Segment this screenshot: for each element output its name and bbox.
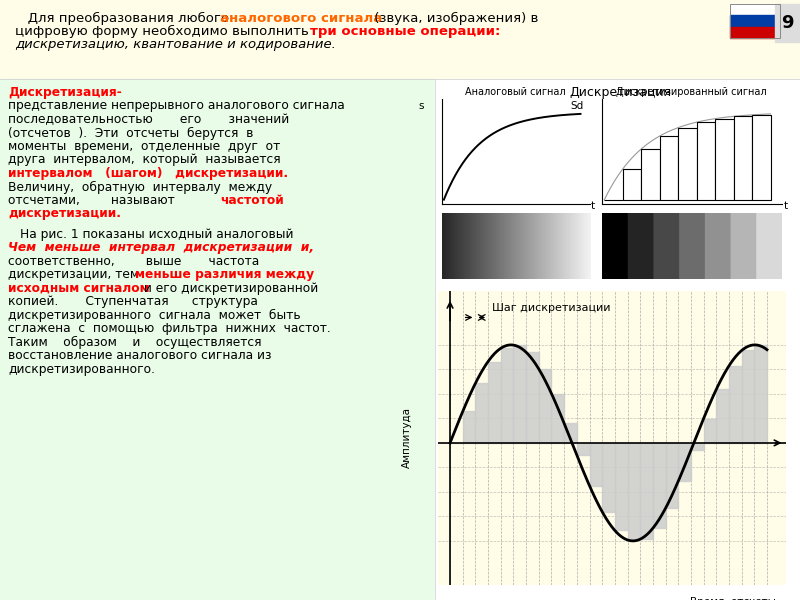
Bar xyxy=(730,16,780,26)
Bar xyxy=(462,412,475,443)
Bar xyxy=(615,443,627,530)
Bar xyxy=(716,389,729,443)
Text: t: t xyxy=(591,201,595,211)
Bar xyxy=(734,116,752,200)
Text: цифровую форму необходимо выполнить: цифровую форму необходимо выполнить xyxy=(15,25,313,38)
Bar xyxy=(488,362,501,443)
Text: дискретизации, тем: дискретизации, тем xyxy=(8,268,143,281)
Text: дискретизацию, квантование и кодирование.: дискретизацию, квантование и кодирование… xyxy=(15,38,336,51)
Bar xyxy=(678,128,697,200)
Text: (звука, изображения) в: (звука, изображения) в xyxy=(370,12,538,25)
Bar xyxy=(642,149,660,200)
Bar xyxy=(538,369,551,443)
Text: восстановление аналогового сигнала из: восстановление аналогового сигнала из xyxy=(8,349,271,362)
Text: друга  интервалом,  который  называется: друга интервалом, который называется xyxy=(8,154,281,166)
Bar xyxy=(640,443,653,539)
Text: Sd: Sd xyxy=(570,101,584,111)
Text: отсчетами,        называют: отсчетами, называют xyxy=(8,194,202,207)
Bar xyxy=(697,122,715,200)
Text: Чем  меньше  интервал  дискретизации  и,: Чем меньше интервал дискретизации и, xyxy=(8,241,314,254)
Text: дискретизированного  сигнала  может  быть: дискретизированного сигнала может быть xyxy=(8,309,301,322)
Bar xyxy=(754,345,767,443)
Bar xyxy=(660,136,678,200)
Text: На рис. 1 показаны исходный аналоговый: На рис. 1 показаны исходный аналоговый xyxy=(20,228,294,241)
Text: 9: 9 xyxy=(781,14,794,32)
Text: меньше различия между: меньше различия между xyxy=(135,268,314,281)
Bar xyxy=(742,350,754,443)
Text: и его дискретизированной: и его дискретизированной xyxy=(140,282,318,295)
Text: частотой: частотой xyxy=(220,194,284,207)
Bar xyxy=(729,366,742,443)
Bar xyxy=(627,443,640,540)
Bar xyxy=(577,443,590,455)
Text: Дискретизация-: Дискретизация- xyxy=(8,86,122,99)
Bar xyxy=(590,443,602,486)
Text: дискретизации.: дискретизации. xyxy=(8,208,121,220)
Bar xyxy=(730,4,780,16)
Bar xyxy=(730,4,780,38)
Bar xyxy=(715,119,734,200)
Text: Шаг дискретизации: Шаг дискретизации xyxy=(492,302,610,313)
Bar xyxy=(704,419,716,443)
Text: Величину,  обратную  интервалу  между: Величину, обратную интервалу между xyxy=(8,181,272,194)
Text: три основные операции:: три основные операции: xyxy=(310,25,500,38)
Text: Время, отсчеты: Время, отсчеты xyxy=(690,597,776,600)
Title: Дискретизированный сигнал: Дискретизированный сигнал xyxy=(616,87,767,97)
Bar xyxy=(564,424,577,443)
Text: Амплитуда: Амплитуда xyxy=(402,407,412,469)
Text: копией.       Ступенчатая      структура: копией. Ступенчатая структура xyxy=(8,295,258,308)
Bar xyxy=(623,169,642,200)
Text: интервалом   (шагом)   дискретизации.: интервалом (шагом) дискретизации. xyxy=(8,167,288,180)
Text: s: s xyxy=(418,101,424,111)
Bar xyxy=(551,394,564,443)
Title: Аналоговый сигнал: Аналоговый сигнал xyxy=(466,87,566,97)
Bar xyxy=(730,26,780,38)
Text: последовательностью       его       значений: последовательностью его значений xyxy=(8,113,290,126)
Text: Для преобразования любого: Для преобразования любого xyxy=(15,12,234,25)
Bar xyxy=(678,443,691,481)
Text: соответственно,        выше       частота: соответственно, выше частота xyxy=(8,255,259,268)
Bar xyxy=(501,348,514,443)
Bar xyxy=(475,383,488,443)
Text: моменты  времени,  отделенные  друг  от: моменты времени, отделенные друг от xyxy=(8,140,280,153)
Bar xyxy=(666,443,678,508)
Text: t: t xyxy=(783,201,787,211)
Bar xyxy=(0,0,800,80)
Text: представление непрерывного аналогового сигнала: представление непрерывного аналогового с… xyxy=(8,100,345,113)
Bar xyxy=(526,352,538,443)
Bar xyxy=(691,443,704,450)
Text: сглажена  с  помощью  фильтра  нижних  частот.: сглажена с помощью фильтра нижних частот… xyxy=(8,322,330,335)
Bar xyxy=(0,79,435,600)
Text: Таким    образом    и    осуществляется: Таким образом и осуществляется xyxy=(8,336,262,349)
Bar xyxy=(653,443,666,528)
Text: Дискретизация: Дискретизация xyxy=(569,86,671,99)
Bar xyxy=(435,79,800,600)
Text: (отсчетов  ).  Эти  отсчеты  берутся  в: (отсчетов ). Эти отсчеты берутся в xyxy=(8,127,254,140)
Bar xyxy=(602,443,615,512)
Bar xyxy=(514,345,526,443)
Text: аналогового сигнала: аналогового сигнала xyxy=(220,12,382,25)
Text: дискретизированного.: дискретизированного. xyxy=(8,363,155,376)
Bar xyxy=(775,4,800,42)
Text: исходным сигналом: исходным сигналом xyxy=(8,282,150,295)
Bar xyxy=(752,115,770,200)
